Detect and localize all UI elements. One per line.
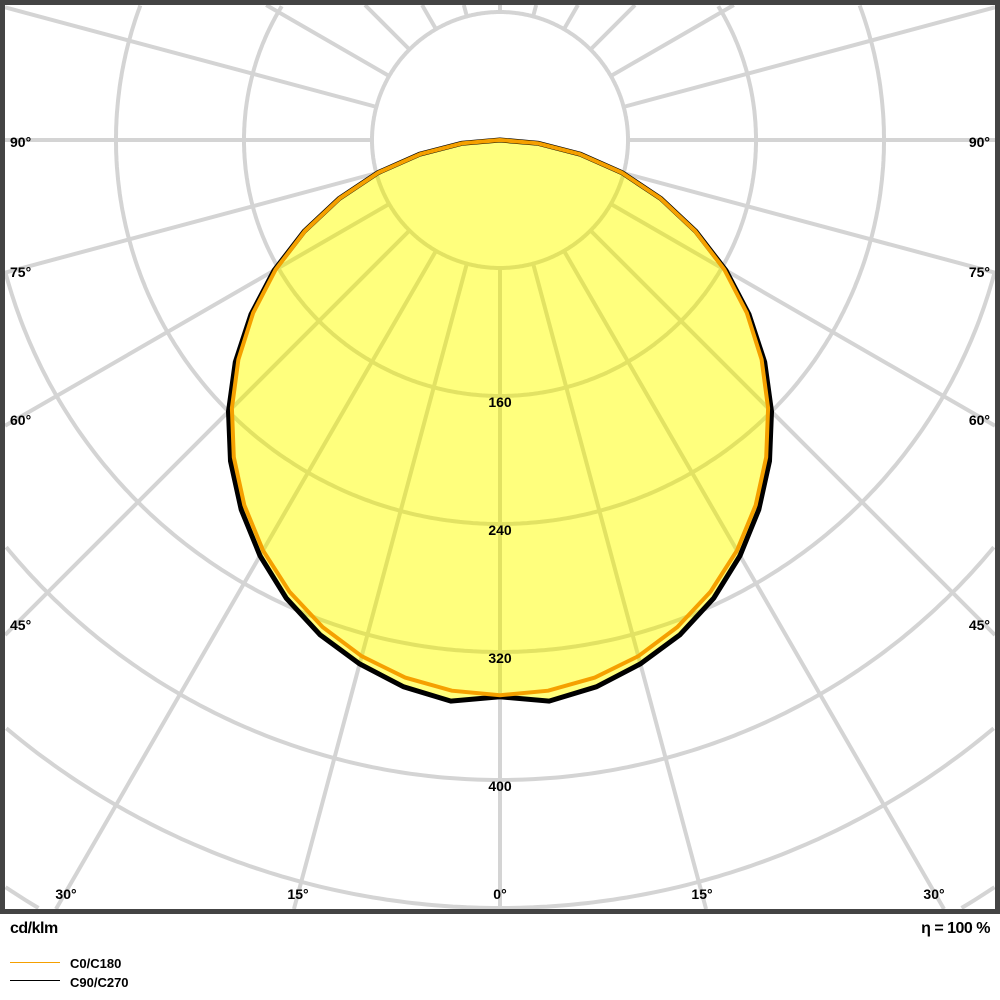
angle-tick-label-bottom: 15° [691, 886, 712, 902]
grid-spoke [363, 3, 411, 51]
grid-spoke [562, 4, 580, 31]
angle-tick-label-right: 90° [969, 134, 990, 150]
series-line-c0-c180 [229, 137, 771, 698]
efficiency-label: η = 100 % [921, 920, 990, 937]
grid-spoke [228, 229, 411, 637]
radial-tick-label: 160 [488, 394, 512, 410]
grid-spoke [265, 3, 391, 78]
angle-tick-label-bottom: 0° [493, 886, 506, 902]
intensity-fill [228, 140, 772, 702]
angle-tick-label-bottom: 15° [287, 886, 308, 902]
radial-tick-label: 320 [488, 650, 512, 666]
grid-spoke [589, 3, 637, 51]
angle-tick-label-bottom: 30° [55, 886, 76, 902]
grid-spoke [531, 263, 708, 702]
grid-ring [228, 140, 772, 526]
grid-spoke [461, 4, 469, 17]
polar-grid-overlay [225, 137, 775, 704]
angle-tick-label-left: 60° [10, 412, 31, 428]
grid-ring [5, 726, 995, 910]
angle-tick-label-right: 45° [969, 617, 990, 633]
grid-spoke [623, 171, 996, 275]
grid-spoke [420, 3, 438, 31]
grid-ring [4, 545, 996, 782]
legend-label-c0: C0/C180 [70, 956, 122, 971]
legend-swatch-c90 [10, 980, 60, 981]
grid-spoke [609, 202, 772, 428]
curves [228, 140, 772, 702]
angle-tick-label-right: 75° [969, 264, 990, 280]
grid-ring [228, 271, 772, 654]
grid-spoke [589, 229, 772, 637]
angle-tick-label-right: 60° [969, 412, 990, 428]
plot-frame [0, 0, 1000, 914]
legend-label-c90: C90/C270 [70, 975, 129, 990]
grid-spoke [531, 4, 539, 17]
angle-tick-label-bottom: 30° [923, 886, 944, 902]
angle-tick-label-left: 75° [10, 264, 31, 280]
axis-labels: 160 240 320 400 90° 90° 75° 75° 60° 60° 45° 45° 30° 1… [10, 134, 990, 902]
grid-spoke [4, 5, 377, 109]
unit-label: cd/klm [10, 920, 58, 937]
grid-ring [370, 140, 630, 270]
legend-swatch-c0 [10, 962, 60, 963]
grid-spoke [609, 3, 735, 78]
radial-tick-label: 400 [488, 778, 512, 794]
angle-tick-label-left: 90° [10, 134, 31, 150]
grid-under-fill [228, 140, 772, 702]
grid-spoke [4, 171, 377, 275]
grid-spoke [623, 5, 996, 109]
radial-tick-label: 240 [488, 522, 512, 538]
grid-spoke [292, 263, 469, 702]
grid-ring [4, 885, 996, 910]
grid-spoke [228, 202, 391, 428]
angle-tick-label-left: 45° [10, 617, 31, 633]
